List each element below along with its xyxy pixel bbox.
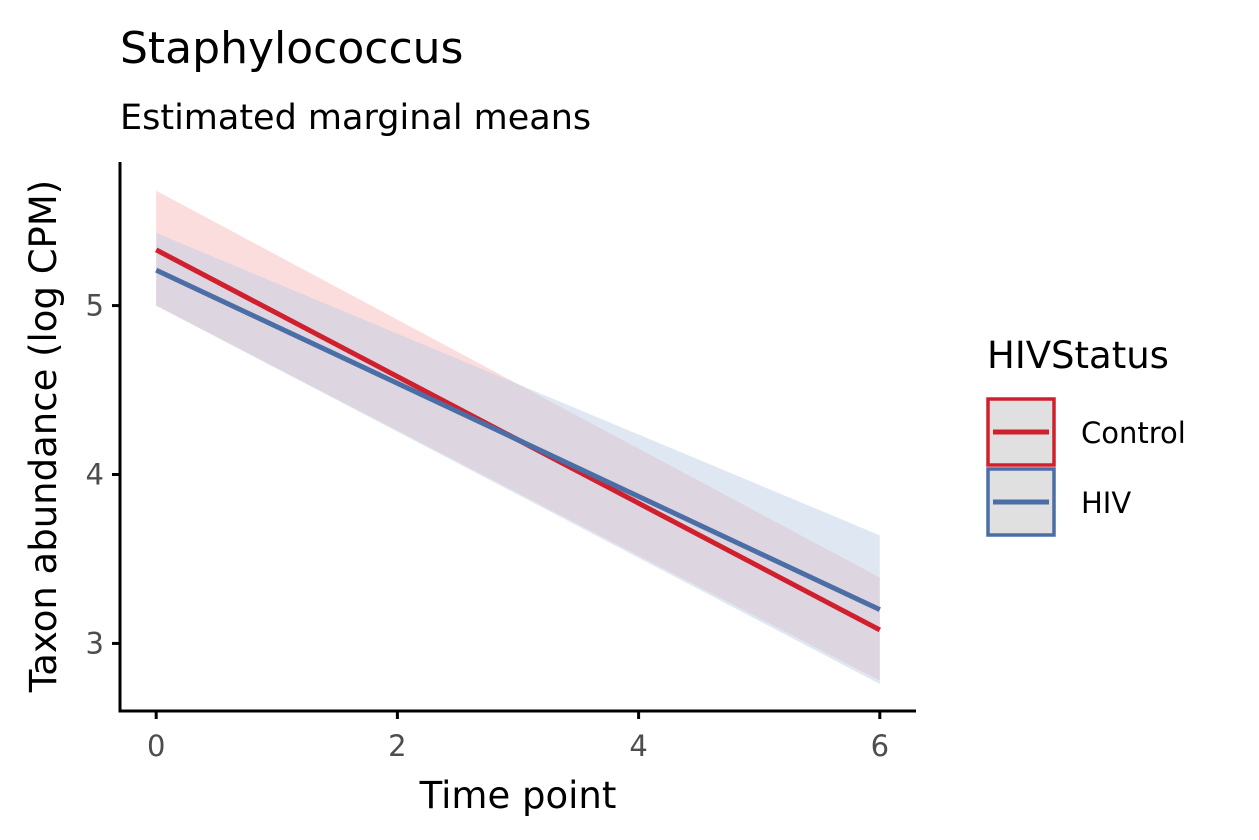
- legend-item-hiv: HIV: [986, 467, 1131, 537]
- legend: HIVStatus Control HIV: [986, 334, 1186, 537]
- legend-label-control: Control: [1081, 416, 1186, 450]
- legend-title: HIVStatus: [987, 334, 1169, 377]
- x-tick-label: 2: [388, 729, 406, 763]
- y-ticks: 3 4 5: [86, 289, 120, 660]
- legend-item-control: Control: [986, 397, 1186, 467]
- legend-label-hiv: HIV: [1081, 486, 1131, 520]
- ribbon-hiv: [156, 232, 880, 684]
- series-lines: [155, 247, 881, 633]
- x-tick-label: 6: [871, 729, 889, 763]
- y-tick-label: 4: [86, 458, 104, 492]
- chart-title: Staphylococcus: [120, 23, 463, 74]
- legend-items: Control HIV: [986, 397, 1186, 537]
- ribbon-control: [156, 190, 880, 681]
- x-tick-label: 0: [147, 729, 165, 763]
- y-axis-title: Taxon abundance (log CPM): [22, 180, 65, 693]
- chart-subtitle: Estimated marginal means: [120, 98, 591, 138]
- y-tick-label: 3: [86, 626, 104, 660]
- x-axis-title: Time point: [419, 774, 617, 817]
- x-ticks: 0 2 4 6: [147, 711, 889, 763]
- x-tick-label: 4: [629, 729, 647, 763]
- y-tick-label: 5: [86, 289, 104, 323]
- line-hiv: [155, 267, 881, 612]
